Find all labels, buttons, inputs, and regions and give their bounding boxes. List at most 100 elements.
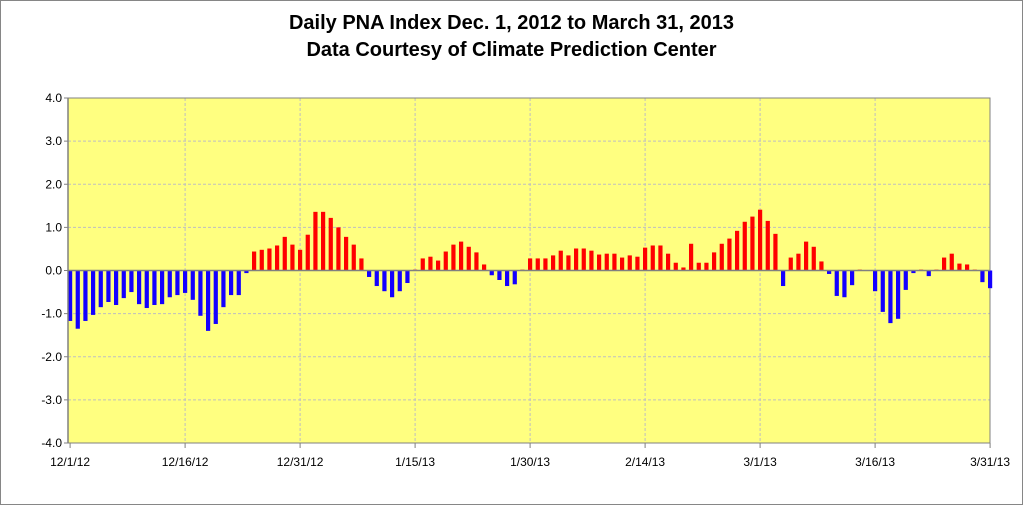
- bar: [213, 270, 218, 324]
- bar: [689, 243, 694, 271]
- bar: [551, 255, 556, 271]
- bar: [236, 270, 241, 296]
- bar: [819, 261, 824, 271]
- bar: [735, 230, 740, 271]
- bar: [704, 262, 709, 271]
- bar: [137, 270, 142, 305]
- bar: [190, 270, 195, 300]
- bar: [252, 251, 257, 271]
- bar: [436, 260, 441, 271]
- bar: [604, 253, 609, 271]
- bar: [788, 257, 793, 271]
- bar: [811, 246, 816, 271]
- bar: [658, 245, 663, 271]
- bar: [121, 270, 126, 299]
- bar: [543, 258, 548, 271]
- x-tick-label: 12/16/12: [162, 455, 209, 469]
- bar: [282, 236, 287, 271]
- bar: [489, 270, 494, 276]
- bar: [581, 248, 586, 271]
- bar: [896, 270, 901, 319]
- bar: [183, 270, 188, 293]
- bar: [160, 270, 165, 305]
- bar: [903, 270, 908, 290]
- bar: [850, 270, 855, 286]
- bar: [68, 270, 73, 321]
- bar: [980, 270, 985, 283]
- bar: [773, 233, 778, 271]
- bar: [275, 245, 280, 271]
- bar: [949, 253, 954, 271]
- bar: [397, 270, 402, 292]
- bar: [712, 252, 717, 271]
- y-tick-label: 2.0: [45, 177, 62, 191]
- bar: [91, 270, 96, 315]
- bar: [351, 244, 356, 271]
- bar: [420, 258, 425, 271]
- bar: [336, 227, 341, 271]
- x-tick-label: 12/1/12: [50, 455, 90, 469]
- bar: [152, 270, 157, 305]
- bar: [428, 256, 433, 271]
- chart-subtitle: Data Courtesy of Climate Prediction Cent…: [306, 39, 717, 61]
- bar: [957, 263, 962, 271]
- bar: [834, 270, 839, 296]
- x-tick-label: 1/30/13: [510, 455, 550, 469]
- bar: [374, 270, 379, 287]
- bar: [313, 211, 318, 271]
- bar: [635, 256, 640, 271]
- bar: [512, 270, 517, 285]
- bar: [650, 245, 655, 271]
- bar: [535, 258, 540, 271]
- y-tick-label: -3.0: [41, 393, 62, 407]
- bar: [673, 262, 678, 271]
- bar: [114, 270, 119, 305]
- bar: [558, 250, 563, 271]
- bar: [589, 250, 594, 271]
- bar: [198, 270, 203, 316]
- bar: [390, 270, 395, 298]
- bar: [505, 270, 510, 287]
- bar: [842, 270, 847, 298]
- bar: [75, 270, 80, 329]
- bar: [880, 270, 885, 312]
- bar: [267, 248, 272, 271]
- bar: [765, 220, 770, 271]
- y-tick-label: 4.0: [45, 91, 62, 105]
- bar: [758, 209, 763, 271]
- bar: [666, 253, 671, 271]
- bar: [566, 255, 571, 271]
- bar: [290, 244, 295, 271]
- bar: [459, 241, 464, 271]
- y-tick-label: -1.0: [41, 307, 62, 321]
- bar: [298, 249, 303, 271]
- bar: [106, 270, 111, 302]
- bar: [144, 270, 149, 309]
- bar: [344, 236, 349, 271]
- bar: [482, 264, 487, 271]
- bar: [474, 252, 479, 271]
- chart-title-block: Daily PNA Index Dec. 1, 2012 to March 31…: [0, 10, 1023, 64]
- y-tick-label: -4.0: [41, 436, 62, 450]
- bar: [221, 270, 226, 308]
- x-tick-label: 3/16/13: [855, 455, 895, 469]
- bar: [873, 270, 878, 292]
- bar: [129, 270, 134, 293]
- y-tick-label: 1.0: [45, 220, 62, 234]
- chart-title: Daily PNA Index Dec. 1, 2012 to March 31…: [288, 12, 735, 34]
- x-tick-label: 2/14/13: [625, 455, 665, 469]
- bar: [643, 247, 648, 271]
- bar: [612, 253, 617, 271]
- bar: [988, 270, 993, 289]
- y-tick-label: 0.0: [45, 264, 62, 278]
- bar: [620, 257, 625, 271]
- bar: [597, 254, 602, 271]
- bar: [443, 251, 448, 271]
- bar: [796, 253, 801, 271]
- bar: [696, 262, 701, 271]
- bar: [888, 270, 893, 324]
- bar: [305, 234, 310, 271]
- bar: [942, 257, 947, 271]
- bar: [911, 270, 916, 274]
- bar: [727, 238, 732, 271]
